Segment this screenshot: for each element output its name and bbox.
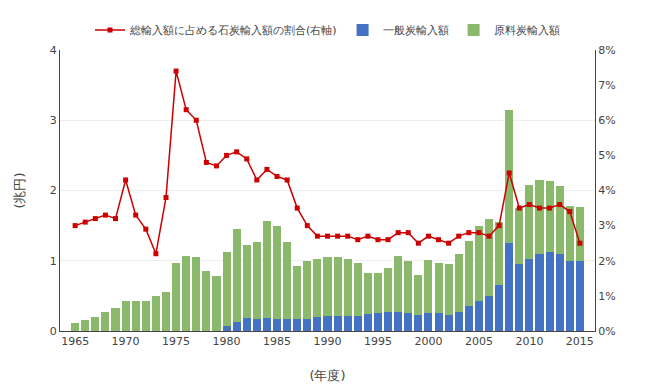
svg-text:1980: 1980 <box>213 335 241 348</box>
svg-text:1970: 1970 <box>112 335 140 348</box>
svg-text:(兆円): (兆円) <box>12 172 27 208</box>
svg-text:原料炭輸入額: 原料炭輸入額 <box>494 24 560 37</box>
svg-text:(年度): (年度) <box>309 368 345 383</box>
svg-text:1990: 1990 <box>314 335 342 348</box>
svg-text:1975: 1975 <box>162 335 190 348</box>
svg-text:5%: 5% <box>598 149 615 162</box>
svg-text:0%: 0% <box>598 325 615 338</box>
svg-text:0: 0 <box>50 325 57 338</box>
svg-text:2%: 2% <box>598 255 615 268</box>
svg-text:3%: 3% <box>598 219 615 232</box>
svg-text:1965: 1965 <box>61 335 89 348</box>
svg-text:4%: 4% <box>598 184 615 197</box>
svg-text:8%: 8% <box>598 44 615 57</box>
svg-text:2: 2 <box>50 184 57 197</box>
svg-text:1: 1 <box>50 255 57 268</box>
svg-text:7%: 7% <box>598 79 615 92</box>
svg-text:6%: 6% <box>598 114 615 127</box>
svg-text:2000: 2000 <box>414 335 442 348</box>
svg-text:1%: 1% <box>598 290 615 303</box>
svg-text:2015: 2015 <box>566 335 594 348</box>
svg-text:3: 3 <box>50 114 57 127</box>
svg-text:4: 4 <box>50 44 57 57</box>
svg-text:1985: 1985 <box>263 335 291 348</box>
svg-text:総輸入額に占める石炭輸入額の割合(右軸): 総輸入額に占める石炭輸入額の割合(右軸) <box>129 24 337 37</box>
svg-text:1995: 1995 <box>364 335 392 348</box>
svg-text:一般炭輸入額: 一般炭輸入額 <box>383 24 449 37</box>
svg-text:2010: 2010 <box>515 335 543 348</box>
svg-text:2005: 2005 <box>465 335 493 348</box>
